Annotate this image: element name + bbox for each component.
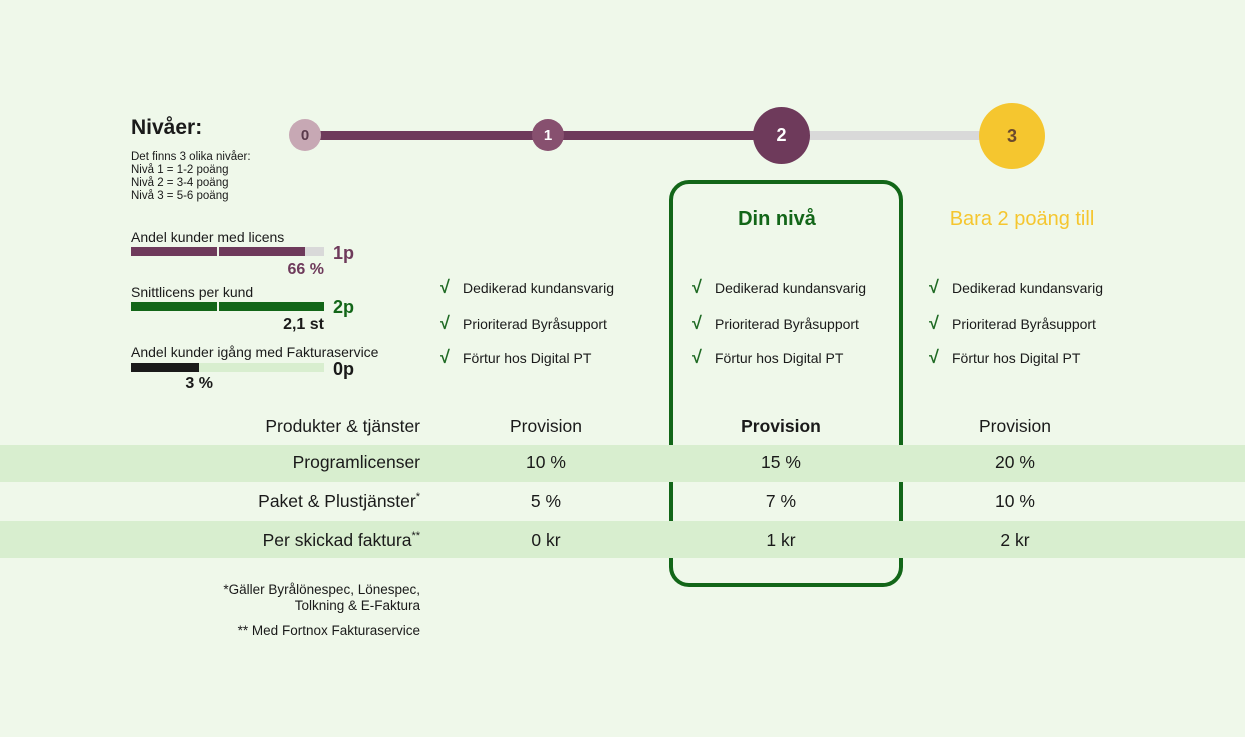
check-icon: √ <box>440 347 450 367</box>
check-icon: √ <box>440 313 450 333</box>
metric-bar-fill-fakturaservice <box>131 363 199 372</box>
feature-item: √ Förtur hos Digital PT <box>440 347 591 368</box>
feature-item: √ Dedikerad kundansvarig <box>440 277 614 298</box>
table-cell: 0 kr <box>531 530 561 550</box>
level-node-2-current: 2 <box>753 107 810 164</box>
row-name-sup: * <box>415 491 420 504</box>
level-node-3-label: 3 <box>1006 125 1017 146</box>
check-icon: √ <box>440 277 450 297</box>
level-track-empty <box>783 131 1013 140</box>
table-header-level1: Provision <box>510 416 582 436</box>
metric-value-fakturaservice: 3 % <box>185 375 213 392</box>
metric-label-fakturaservice: Andel kunder igång med Fakturaservice <box>131 344 379 360</box>
feature-item: √ Prioriterad Byråsupport <box>692 313 859 334</box>
table-cell: 2 kr <box>1000 530 1030 550</box>
feature-label: Dedikerad kundansvarig <box>463 279 614 296</box>
metric-bar-divider <box>217 302 219 311</box>
feature-item: √ Prioriterad Byråsupport <box>929 313 1096 334</box>
table-row-band <box>0 521 1245 558</box>
table-row-name: Paket & Plustjänster* <box>100 491 420 512</box>
levels-description: Det finns 3 olika nivåer: Nivå 1 = 1-2 p… <box>131 151 251 203</box>
feature-item: √ Förtur hos Digital PT <box>929 347 1080 368</box>
levels-desc-line: Nivå 2 = 3-4 poäng <box>131 177 229 189</box>
metric-value-licens: 66 % <box>287 261 324 278</box>
check-icon: √ <box>929 347 939 367</box>
metric-label-snittlicens: Snittlicens per kund <box>131 284 254 300</box>
metric-bar-track <box>131 363 324 372</box>
check-icon: √ <box>929 313 939 333</box>
feature-label: Dedikerad kundansvarig <box>952 279 1103 296</box>
feature-label: Prioriterad Byråsupport <box>952 315 1096 332</box>
feature-item: √ Förtur hos Digital PT <box>692 347 843 368</box>
table-cell: 10 % <box>995 491 1035 511</box>
row-name-sup: ** <box>411 530 420 543</box>
row-name-text: Per skickad faktura <box>262 530 412 550</box>
table-cell: 15 % <box>761 452 801 472</box>
metric-label-licens: Andel kunder med licens <box>131 229 285 245</box>
metric-points-fakturaservice: 0p <box>333 359 355 379</box>
level-node-0: 0 <box>289 119 321 151</box>
levels-desc-line: Nivå 1 = 1-2 poäng <box>131 164 229 176</box>
metric-bar-fill-snittlicens <box>131 302 324 311</box>
feature-label: Dedikerad kundansvarig <box>715 279 866 296</box>
metric-points-licens: 1p <box>333 243 355 263</box>
feature-label: Förtur hos Digital PT <box>715 349 844 366</box>
table-row-name: Programlicenser <box>100 452 420 473</box>
table-header-level3: Provision <box>979 416 1051 436</box>
level-node-1: 1 <box>532 119 564 151</box>
feature-label: Prioriterad Byråsupport <box>715 315 859 332</box>
next-level-title: Bara 2 poäng till <box>949 208 1095 230</box>
current-level-title: Din nivå <box>738 208 816 230</box>
check-icon: √ <box>692 277 702 297</box>
table-cell: 10 % <box>526 452 566 472</box>
levels-desc-line: Det finns 3 olika nivåer: <box>131 151 251 163</box>
feature-label: Prioriterad Byråsupport <box>463 315 607 332</box>
table-cell: 20 % <box>995 452 1035 472</box>
check-icon: √ <box>929 277 939 297</box>
check-icon: √ <box>692 313 702 333</box>
footnote-1: *Gäller Byrålönespec, Lönespec, Tolkning… <box>100 582 420 614</box>
table-cell: 1 kr <box>766 530 796 550</box>
feature-item: √ Prioriterad Byråsupport <box>440 313 607 334</box>
level-node-1-label: 1 <box>543 126 553 144</box>
feature-item: √ Dedikerad kundansvarig <box>692 277 866 298</box>
table-row-band <box>0 445 1245 482</box>
metric-bar-divider <box>217 247 219 256</box>
feature-label: Förtur hos Digital PT <box>952 349 1081 366</box>
metric-points-snittlicens: 2p <box>333 297 355 317</box>
table-header-products: Produkter & tjänster <box>265 416 420 436</box>
levels-desc-line: Nivå 3 = 5-6 poäng <box>131 190 229 202</box>
level-node-2-label: 2 <box>776 125 787 145</box>
level-node-3: 3 <box>979 103 1045 169</box>
table-row-name: Per skickad faktura** <box>100 530 420 551</box>
table-cell: 5 % <box>530 491 562 511</box>
table-cell: 7 % <box>765 491 797 511</box>
levels-title: Nivåer: <box>131 116 203 139</box>
check-icon: √ <box>692 347 702 367</box>
metric-value-snittlicens: 2,1 st <box>283 316 324 333</box>
footnote-1-line: *Gäller Byrålönespec, Lönespec, <box>223 582 420 597</box>
feature-label: Förtur hos Digital PT <box>463 349 592 366</box>
footnote-1-line: Tolkning & E-Faktura <box>294 598 420 613</box>
row-name-text: Programlicenser <box>292 452 420 472</box>
footnote-2: ** Med Fortnox Fakturaservice <box>237 623 420 638</box>
row-name-text: Paket & Plustjänster <box>258 491 416 511</box>
feature-item: √ Dedikerad kundansvarig <box>929 277 1103 298</box>
current-level-highlight <box>669 180 903 587</box>
table-header-level2: Provision <box>741 416 821 436</box>
level-node-0-label: 0 <box>300 126 310 144</box>
